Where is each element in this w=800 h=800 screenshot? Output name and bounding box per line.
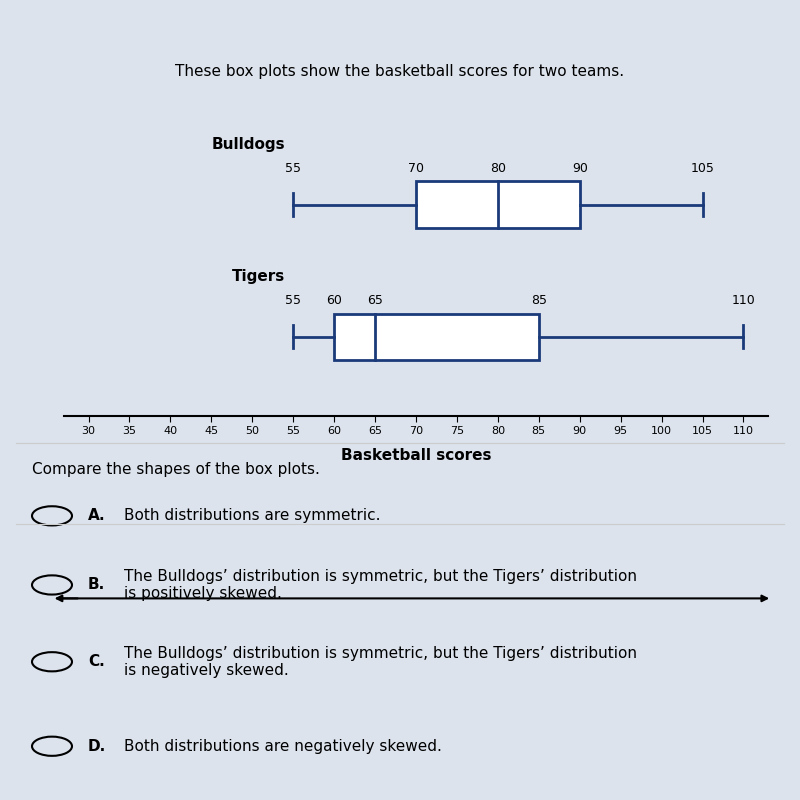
Text: 55: 55	[286, 162, 302, 174]
Text: 70: 70	[408, 162, 424, 174]
Bar	[416, 182, 580, 228]
Text: Bulldogs: Bulldogs	[211, 138, 285, 152]
Text: 85: 85	[530, 294, 546, 307]
Text: B.: B.	[88, 578, 106, 593]
X-axis label: Basketball scores: Basketball scores	[341, 447, 491, 462]
Text: 60: 60	[326, 294, 342, 307]
Text: 105: 105	[690, 162, 714, 174]
Text: A.: A.	[88, 508, 106, 523]
Text: The Bulldogs’ distribution is symmetric, but the Tigers’ distribution
is negativ: The Bulldogs’ distribution is symmetric,…	[124, 646, 637, 678]
Text: Both distributions are negatively skewed.: Both distributions are negatively skewed…	[124, 738, 442, 754]
Text: Compare the shapes of the box plots.: Compare the shapes of the box plots.	[32, 462, 320, 477]
Text: 80: 80	[490, 162, 506, 174]
Text: The Bulldogs’ distribution is symmetric, but the Tigers’ distribution
is positiv: The Bulldogs’ distribution is symmetric,…	[124, 569, 637, 601]
Text: 65: 65	[367, 294, 383, 307]
Text: 55: 55	[286, 294, 302, 307]
Text: These box plots show the basketball scores for two teams.: These box plots show the basketball scor…	[175, 64, 625, 79]
Text: 110: 110	[731, 294, 755, 307]
Text: Both distributions are symmetric.: Both distributions are symmetric.	[124, 508, 381, 523]
Bar	[334, 314, 538, 360]
Text: D.: D.	[88, 738, 106, 754]
Text: Tigers: Tigers	[232, 270, 285, 285]
Text: C.: C.	[88, 654, 105, 670]
Text: 90: 90	[572, 162, 588, 174]
